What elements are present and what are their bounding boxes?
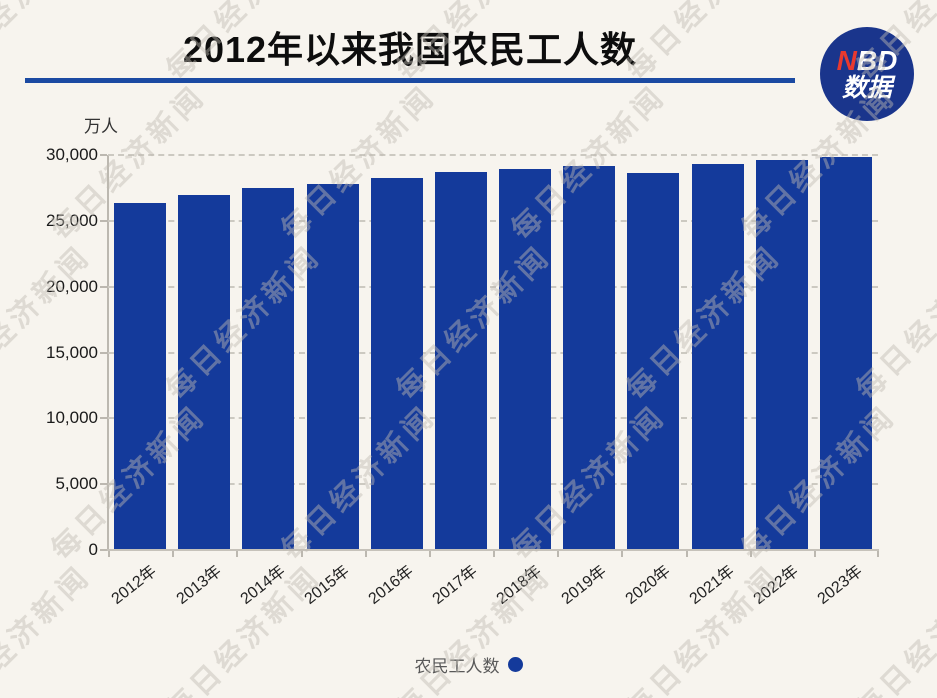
bar-2012年 — [114, 203, 167, 549]
y-tick-mark — [100, 154, 107, 156]
y-tick-label: 0 — [88, 540, 98, 559]
legend-label: 农民工人数 — [414, 656, 500, 676]
bar-2023年 — [819, 157, 872, 549]
bar-2014年 — [242, 188, 295, 549]
y-tick-label: 25,000 — [46, 210, 98, 230]
x-tick-label: 2021年 — [686, 562, 738, 608]
x-tick-mark — [621, 551, 624, 557]
title-underline — [25, 78, 795, 83]
gridline — [108, 219, 878, 222]
x-tick-label: 2015年 — [301, 562, 353, 608]
watermark-text: 每日经济新闻 — [0, 559, 98, 698]
x-tick-mark — [108, 551, 110, 557]
x-tick-mark — [428, 551, 431, 557]
y-axis-unit-label: 万人 — [84, 117, 118, 136]
x-tick-label: 2023年 — [814, 562, 867, 608]
nbd-logo-subtitle: 数据 — [841, 73, 892, 102]
page-title: 2012年以来我国农民工人数 — [182, 29, 638, 70]
x-tick-mark — [685, 551, 688, 557]
y-tick-label: 30,000 — [46, 145, 98, 164]
y-tick-label: 10,000 — [46, 408, 98, 428]
legend: 农民工人数 — [0, 652, 937, 676]
y-tick-mark — [100, 483, 107, 486]
y-tick-mark — [100, 417, 107, 420]
x-axis-line — [107, 549, 879, 551]
x-tick-label: 2017年 — [429, 562, 482, 608]
y-tick-mark — [100, 351, 107, 354]
x-tick-label: 2012年 — [109, 562, 161, 608]
x-tick-mark — [493, 551, 495, 557]
watermark-text: 每日经济新闻 — [0, 239, 98, 407]
nbd-logo: NBD 数据 — [820, 27, 914, 121]
x-tick-label: 2020年 — [622, 562, 674, 608]
x-tick-mark — [300, 551, 303, 557]
x-tick-mark — [813, 551, 816, 557]
x-tick-label: 2013年 — [173, 562, 225, 608]
legend-marker-dot-icon — [507, 656, 523, 672]
x-tick-mark — [557, 551, 560, 557]
x-tick-mark — [364, 551, 367, 557]
x-tick-label: 2016年 — [365, 562, 417, 608]
x-tick-mark — [236, 551, 239, 557]
nbd-logo-text: NBD — [836, 44, 898, 76]
gridline — [108, 154, 878, 156]
gridline — [108, 285, 878, 288]
bar-2021年 — [691, 163, 744, 549]
gridline — [108, 417, 878, 420]
bar-2013年 — [178, 194, 231, 549]
y-tick-label: 5,000 — [55, 474, 98, 494]
y-tick-mark — [100, 549, 107, 551]
bar-2019年 — [563, 166, 616, 549]
watermark-text: 每日经济新闻 — [160, 559, 328, 698]
nbd-logo-letter-n: N — [836, 44, 857, 76]
x-tick-label: 2018年 — [494, 562, 546, 608]
y-tick-label: 20,000 — [46, 276, 98, 296]
bar-2017年 — [434, 171, 487, 549]
nbd-logo-letters-bd: BD — [856, 44, 898, 76]
x-tick-label: 2019年 — [558, 562, 610, 608]
y-tick-label: 15,000 — [46, 342, 98, 362]
x-tick-mark — [749, 551, 752, 557]
y-tick-mark — [100, 219, 107, 222]
bar-2020年 — [627, 172, 680, 549]
bar-2022年 — [755, 159, 808, 549]
plot-area: 0 5,000 10,000 15,000 20,000 25,000 30,000 2012… — [46, 145, 879, 608]
gridline — [108, 483, 878, 486]
x-tick-mark — [172, 551, 175, 557]
gridline — [108, 351, 878, 354]
x-tick-label: 2022年 — [750, 562, 802, 608]
bar-2015年 — [306, 183, 359, 549]
x-tick-label: 2014年 — [237, 562, 289, 608]
x-tick-mark — [877, 551, 879, 557]
bar-2018年 — [499, 169, 552, 549]
bar-2016年 — [370, 178, 423, 549]
y-tick-mark — [100, 285, 107, 288]
